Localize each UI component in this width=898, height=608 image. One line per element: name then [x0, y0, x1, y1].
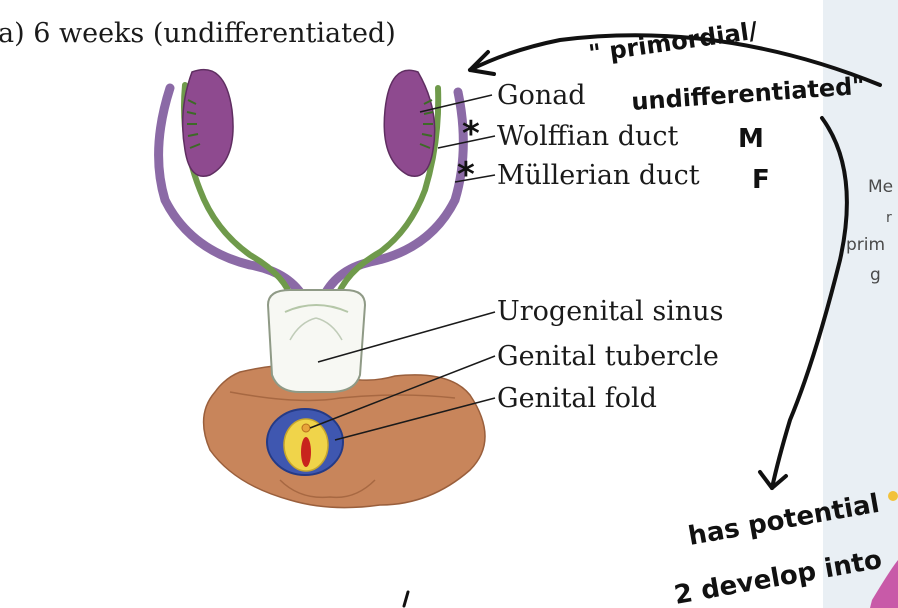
urogenital-sinus: [266, 289, 367, 393]
label-genital-fold: Genital fold: [497, 383, 657, 414]
side-panel-shape: [870, 560, 898, 608]
leader-genital-fold: [334, 397, 496, 441]
skin-crease: [229, 391, 456, 402]
gonad-right: [383, 69, 436, 177]
handwritten-arrowhead-top: [468, 50, 496, 76]
gonad-left-tubules: [186, 99, 201, 149]
side-panel: [823, 0, 898, 608]
side-panel-fragment-1: Me: [868, 177, 893, 197]
handwritten-stray-mark: [402, 590, 410, 608]
leader-lines: [309, 94, 496, 441]
side-panel-dot: [888, 491, 898, 501]
leader-mullerian: [454, 174, 496, 183]
figure-title: a) 6 weeks (undifferentiated): [0, 18, 396, 49]
leader-wolffian: [437, 135, 496, 149]
leader-urogenital-sinus: [317, 311, 496, 363]
label-gonad: Gonad: [497, 80, 586, 111]
anatomy-illustration: [154, 68, 486, 509]
leader-genital-tubercle: [309, 355, 496, 429]
handwritten-arrow-down: [770, 116, 849, 490]
label-wolffian-duct: Wolffian duct: [497, 121, 678, 152]
handwritten-letter-m: M: [738, 124, 764, 154]
urogenital-sinus-detail-2: [289, 317, 343, 341]
label-genital-tubercle: Genital tubercle: [497, 341, 719, 372]
urogenital-sinus-detail: [284, 304, 349, 313]
gonad-left: [181, 68, 234, 177]
side-panel-fragment-4: g: [870, 265, 881, 285]
leader-gonad: [419, 94, 493, 113]
gonad-right-tubules: [419, 99, 434, 149]
handwritten-letter-f: F: [752, 165, 770, 195]
handwritten-star-mullerian: *: [457, 155, 475, 195]
handwritten-arrowhead-down: [758, 470, 788, 490]
side-panel-fragment-2: r: [886, 210, 892, 226]
genital-tubercle: [301, 423, 311, 433]
label-mullerian-duct: Müllerian duct: [497, 160, 700, 191]
skin-lower-crease: [279, 479, 376, 499]
label-urogenital-sinus: Urogenital sinus: [497, 296, 724, 327]
handwritten-arrow-top: [468, 33, 882, 87]
handwritten-star-wolffian: *: [462, 114, 480, 154]
skin-region: [202, 364, 486, 509]
wolffian-duct-right: [333, 85, 442, 303]
side-panel-fragment-3: prim: [846, 235, 885, 255]
mullerian-duct-right: [317, 87, 468, 305]
handwritten-quote-line1: " primordial/: [587, 17, 760, 68]
urogenital-opening: [301, 437, 311, 467]
